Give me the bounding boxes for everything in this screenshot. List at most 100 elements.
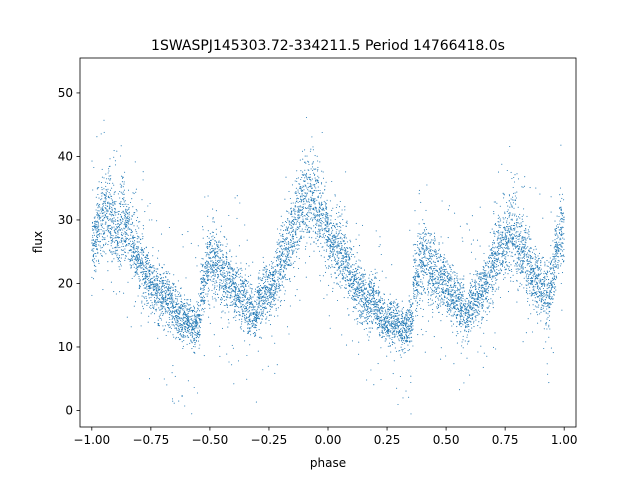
data-point: [319, 235, 321, 237]
data-point: [151, 304, 153, 306]
data-point: [153, 313, 156, 315]
data-point: [168, 226, 170, 229]
data-point: [147, 277, 149, 280]
data-point: [151, 281, 154, 283]
data-point: [167, 299, 169, 301]
data-point: [169, 326, 171, 328]
data-point: [275, 252, 277, 254]
data-point: [114, 201, 116, 203]
data-point: [338, 225, 341, 228]
data-point: [239, 293, 241, 295]
data-point: [251, 292, 253, 294]
data-point: [187, 331, 189, 333]
data-point: [269, 291, 271, 293]
data-point: [130, 234, 132, 236]
data-point: [274, 297, 276, 299]
data-point: [114, 219, 117, 221]
data-point: [305, 176, 307, 178]
data-point: [176, 311, 178, 313]
data-point: [93, 242, 96, 244]
data-point: [92, 254, 95, 256]
data-point: [261, 307, 264, 309]
data-point: [143, 284, 145, 287]
data-point: [270, 287, 272, 289]
data-point: [254, 317, 256, 319]
data-point: [198, 325, 200, 327]
data-point: [308, 204, 310, 206]
data-point: [345, 252, 348, 254]
data-point: [310, 168, 312, 170]
data-point: [226, 253, 228, 255]
data-point: [130, 266, 132, 268]
data-point: [264, 298, 266, 300]
data-point: [216, 241, 218, 244]
data-point: [273, 304, 275, 306]
data-point: [228, 286, 230, 288]
data-point: [351, 282, 354, 284]
data-point: [273, 300, 275, 302]
data-point: [160, 304, 162, 306]
data-point: [280, 215, 282, 217]
data-point: [295, 222, 297, 224]
data-point: [279, 277, 281, 279]
data-point: [154, 303, 156, 306]
data-point: [305, 217, 307, 220]
data-point: [130, 254, 132, 256]
data-point: [201, 319, 203, 321]
data-point: [266, 268, 268, 270]
data-point: [152, 284, 154, 286]
data-point: [118, 259, 121, 262]
data-point: [314, 209, 316, 211]
data-point: [149, 282, 152, 284]
data-point: [291, 211, 293, 213]
data-point: [348, 267, 350, 269]
data-point: [327, 216, 329, 219]
data-point: [348, 274, 350, 276]
data-point: [307, 218, 309, 220]
data-point: [149, 265, 151, 267]
data-point: [223, 291, 225, 293]
data-point: [103, 194, 106, 196]
data-point: [308, 200, 310, 202]
data-point: [287, 219, 289, 221]
data-point: [276, 285, 278, 287]
data-point: [267, 290, 269, 292]
data-point: [216, 248, 218, 250]
data-point: [297, 208, 300, 210]
data-point: [175, 289, 177, 291]
data-point: [280, 266, 282, 268]
data-point: [140, 238, 142, 240]
data-point: [206, 276, 208, 278]
data-point: [302, 206, 304, 209]
data-point: [230, 280, 232, 282]
data-point: [317, 166, 319, 168]
data-point: [151, 273, 153, 275]
data-point: [205, 281, 207, 283]
data-point: [265, 273, 267, 275]
data-point: [128, 220, 130, 222]
data-point: [115, 253, 117, 255]
data-point: [268, 270, 271, 272]
data-point: [347, 290, 349, 292]
data-point: [301, 213, 303, 215]
data-point: [233, 268, 235, 270]
data-point: [176, 298, 178, 300]
data-point: [186, 323, 188, 325]
data-point: [123, 214, 126, 216]
data-point: [329, 255, 331, 257]
data-point: [170, 294, 172, 296]
data-point: [251, 301, 253, 303]
data-point: [106, 209, 108, 211]
data-point: [214, 253, 216, 255]
data-point: [136, 246, 138, 248]
data-point: [214, 286, 216, 288]
data-point: [181, 395, 183, 397]
data-point: [107, 217, 109, 219]
data-point: [175, 286, 177, 288]
data-point: [114, 236, 116, 238]
data-point: [107, 210, 109, 212]
data-point: [113, 258, 115, 260]
data-point: [327, 225, 329, 227]
data-point: [150, 267, 153, 269]
data-point: [285, 256, 287, 258]
